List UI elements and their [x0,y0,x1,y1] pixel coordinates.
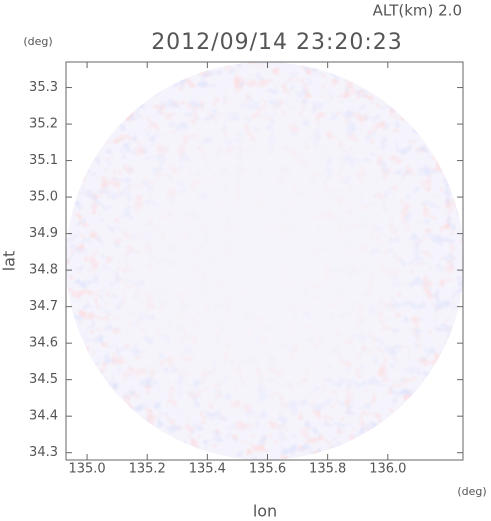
plot-frame [65,61,464,461]
y-tick-label: 34.6 [29,336,58,351]
x-tick-label: 135.4 [189,462,226,477]
radar-field [66,62,464,460]
y-tick-label: 34.4 [29,409,58,424]
x-axis-label: lon [253,502,277,521]
chart-title: 2012/09/14 23:20:23 [151,30,403,55]
y-unit: (deg) [23,35,52,48]
annotation: ALT(km) 2.0 [373,2,462,20]
y-axis-label: lat [0,251,19,272]
echo-overlay [66,62,464,460]
y-tick-label: 34.5 [29,372,58,387]
x-unit: (deg) [457,485,486,498]
y-tick-label: 34.7 [29,299,58,314]
x-tick-label: 135.8 [309,462,346,477]
y-tick-label: 34.3 [29,445,58,460]
x-tick-label: 136.0 [369,462,406,477]
x-tick-label: 135.0 [68,462,105,477]
x-tick-label: 135.6 [249,462,286,477]
y-tick-label: 34.9 [29,226,58,241]
y-tick-label: 35.2 [29,117,58,132]
y-tick-label: 35.0 [29,190,58,205]
y-tick-label: 34.8 [29,263,58,278]
y-tick-label: 35.1 [29,153,58,168]
x-tick-label: 135.2 [129,462,166,477]
y-tick-label: 35.3 [29,80,58,95]
